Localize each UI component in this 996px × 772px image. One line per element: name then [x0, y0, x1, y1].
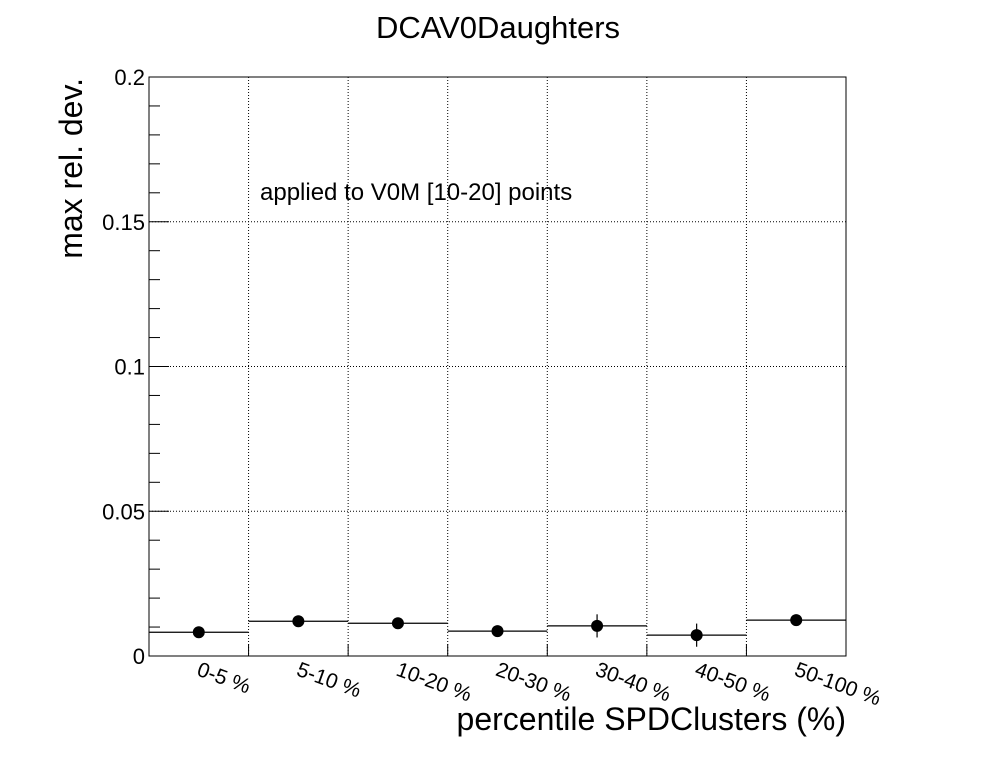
annotation-text: applied to V0M [10-20] points: [260, 179, 572, 206]
data-point: [292, 615, 305, 628]
y-tick-label: 0.2: [114, 65, 145, 90]
data-point: [391, 617, 404, 630]
y-tick-label: 0.15: [102, 210, 145, 235]
y-tick-label: 0: [133, 644, 145, 669]
data-point: [591, 619, 604, 632]
grid-layer: [149, 77, 846, 656]
chart-title: DCAV0Daughters: [376, 10, 620, 45]
data-point: [790, 614, 803, 627]
data-point: [491, 625, 504, 638]
data-points: [192, 614, 803, 647]
data-point: [192, 626, 205, 639]
x-axis-title: percentile SPDClusters (%): [457, 701, 846, 737]
y-axis-title: max rel. dev.: [53, 78, 89, 259]
axis-ticks: [148, 76, 847, 657]
y-tick-label: 0.05: [102, 499, 145, 524]
y-tick-label: 0.1: [114, 355, 145, 380]
data-point: [690, 629, 703, 642]
y-tick-labels: 0 0.05 0.1 0.15 0.2: [102, 65, 145, 669]
